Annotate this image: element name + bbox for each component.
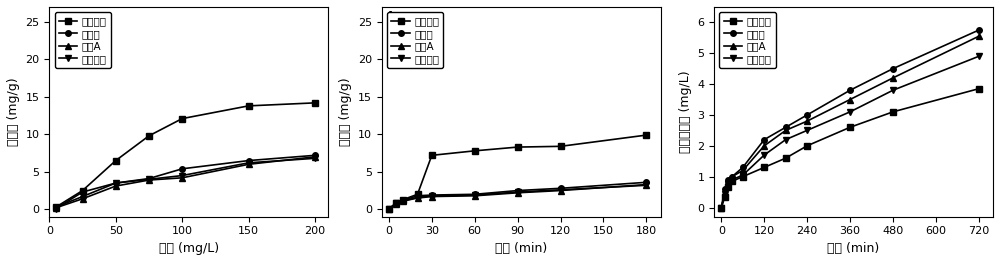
Y-axis label: 吸附量 (mg/g): 吸附量 (mg/g) xyxy=(339,78,352,146)
Text: b: b xyxy=(387,11,398,26)
Text: a: a xyxy=(55,11,65,26)
Legend: 乙胺噇啄, 敌菌净, 双酝A, 磺胺噇啄: 乙胺噇啄, 敌菌净, 双酝A, 磺胺噇啄 xyxy=(55,12,111,68)
Legend: 乙胺噇啄, 敌菌净, 双酝A, 磺胺噇啄: 乙胺噇啄, 敌菌净, 双酝A, 磺胺噇啄 xyxy=(387,12,443,68)
Legend: 乙胺噇啄, 敌菌净, 双酝A, 磺胺噇啄: 乙胺噇啄, 敌菌净, 双酝A, 磺胺噇啄 xyxy=(719,12,776,68)
Y-axis label: 吸附量 (mg/g): 吸附量 (mg/g) xyxy=(7,78,20,146)
Y-axis label: 溲透液浓度 (mg/L): 溲透液浓度 (mg/L) xyxy=(679,70,692,153)
X-axis label: 时间 (min): 时间 (min) xyxy=(495,242,547,255)
X-axis label: 浓度 (mg/L): 浓度 (mg/L) xyxy=(159,242,219,255)
X-axis label: 时间 (min): 时间 (min) xyxy=(827,242,880,255)
Text: c: c xyxy=(720,11,729,26)
